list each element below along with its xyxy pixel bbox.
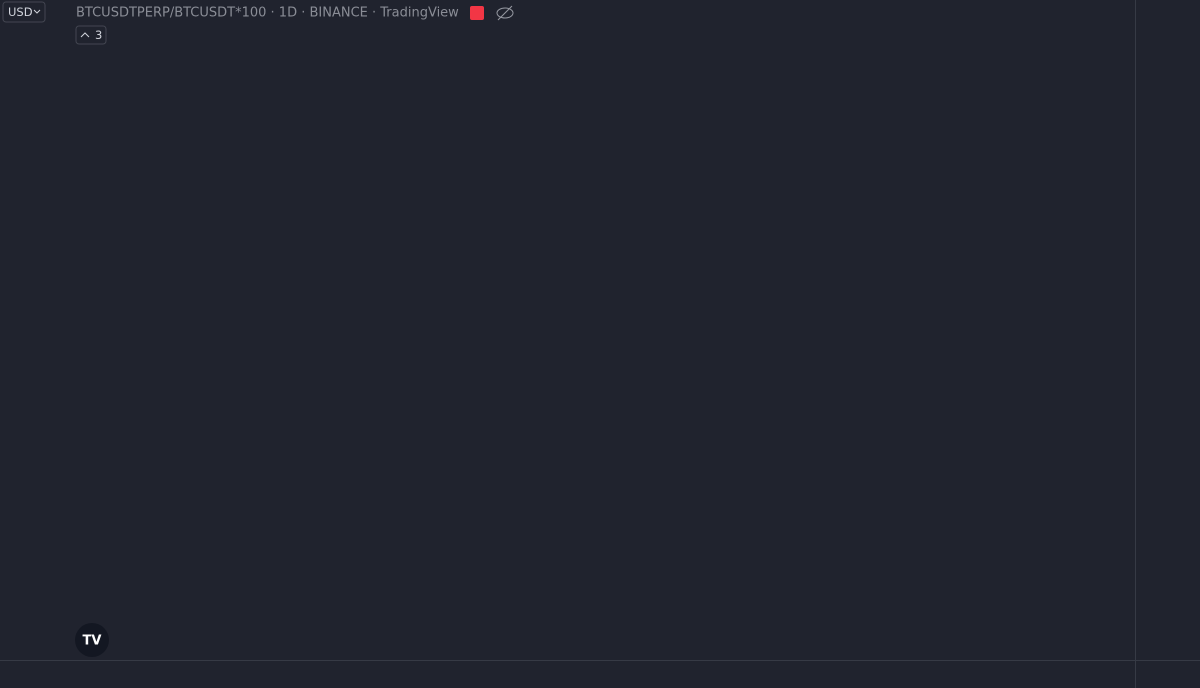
logo-mark: TV	[83, 634, 102, 649]
currency-chevron	[33, 9, 41, 14]
chart-title: BTCUSDTPERP/BTCUSDT*100 · 1D · BINANCE ·…	[76, 6, 459, 21]
indicators-badge[interactable]	[75, 25, 107, 45]
logo[interactable]	[75, 623, 109, 657]
currency-button[interactable]	[2, 1, 46, 23]
flag-icon[interactable]	[470, 6, 484, 20]
indicators-count[interactable]: 3	[95, 28, 102, 42]
collapse-chevron	[80, 32, 90, 38]
header: USD BTCUSDTPERP/BTCUSDT*100 · 1D · BINAN…	[2, 1, 514, 657]
currency[interactable]: USD	[8, 5, 33, 19]
hide-icon[interactable]	[496, 5, 514, 21]
